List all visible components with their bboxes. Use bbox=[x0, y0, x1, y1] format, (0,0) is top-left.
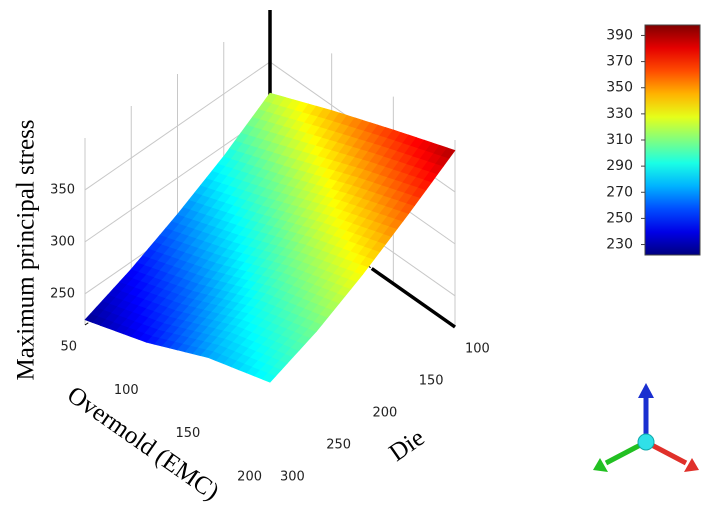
y-tick-label: 50 bbox=[60, 340, 77, 355]
colorbar-tick-label: 270 bbox=[606, 184, 633, 200]
triad-origin bbox=[637, 433, 655, 451]
surface-patch bbox=[441, 147, 456, 159]
triad-y-head bbox=[684, 458, 699, 472]
y-tick-label: 200 bbox=[237, 470, 262, 485]
z-axis-label: Maximum principal stress bbox=[13, 119, 40, 380]
colorbar-tick-label: 330 bbox=[606, 106, 633, 122]
orientation-triad bbox=[593, 383, 699, 472]
x-tick-label: 250 bbox=[326, 438, 351, 453]
x-tick-label: 200 bbox=[373, 406, 398, 421]
x-tick-label: 100 bbox=[465, 342, 490, 357]
y-tick-label: 150 bbox=[176, 426, 201, 441]
x-tick-label: 300 bbox=[280, 470, 305, 485]
triad-z-head bbox=[638, 383, 654, 398]
colorbar-tick-label: 230 bbox=[606, 237, 633, 253]
colorbar-tick-label: 390 bbox=[606, 27, 633, 43]
y-tick-label: 100 bbox=[114, 383, 139, 398]
z-tick-label: 350 bbox=[50, 182, 75, 197]
colorbar-tick-label: 250 bbox=[606, 210, 633, 226]
colorbar-tick-label: 370 bbox=[606, 54, 633, 70]
colorbar-tick-label: 310 bbox=[606, 132, 633, 148]
x-axis-label: Die bbox=[384, 424, 429, 467]
y-axis-label: Overmold (EMC) bbox=[62, 381, 224, 505]
x-tick-label: 150 bbox=[419, 374, 444, 389]
floor-edge bbox=[370, 267, 457, 329]
colorbar-tick-label: 290 bbox=[606, 158, 633, 174]
axes: 250 300 350 50 100 150 200 100 150 200 250 300 bbox=[50, 182, 490, 484]
z-tick-label: 250 bbox=[50, 286, 75, 301]
colorbar-tick-label: 350 bbox=[606, 80, 633, 96]
z-tick-label: 300 bbox=[50, 234, 75, 249]
colorbar bbox=[644, 24, 701, 256]
grid-line bbox=[84, 61, 271, 191]
triad-x-head bbox=[593, 458, 608, 472]
surface bbox=[84, 92, 456, 383]
